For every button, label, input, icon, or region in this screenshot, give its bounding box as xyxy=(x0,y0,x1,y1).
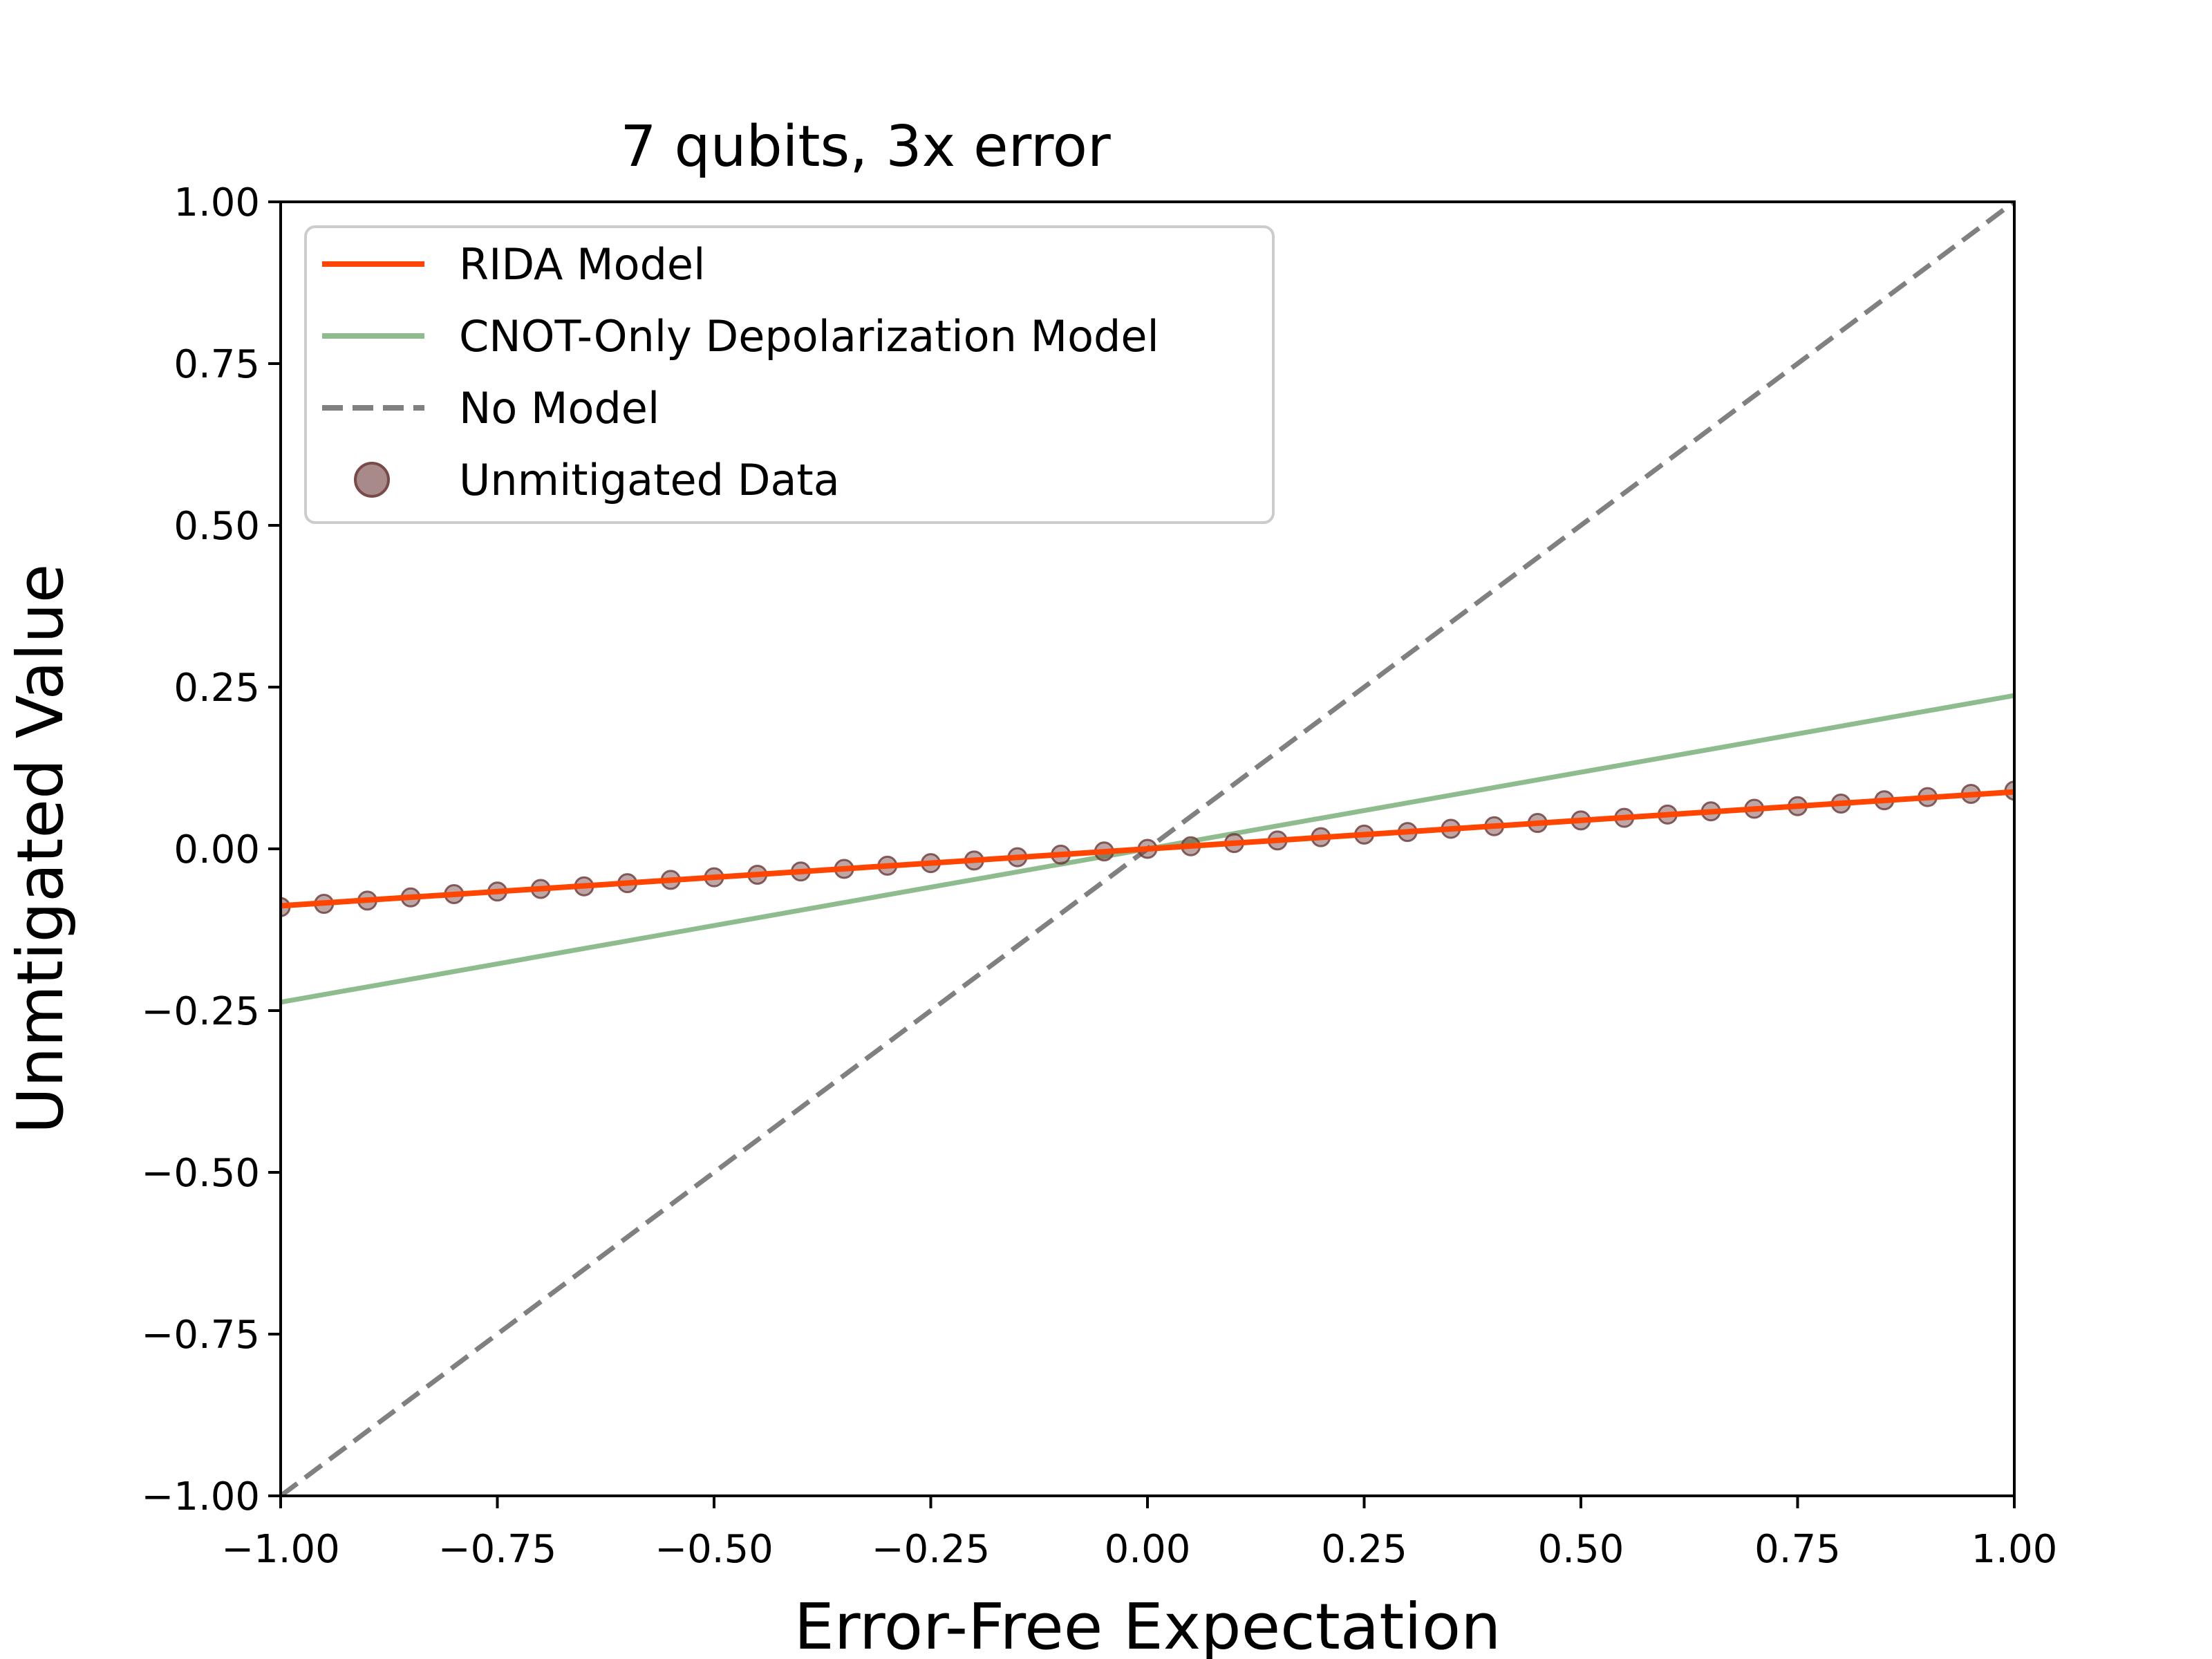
y-tick-label: −0.25 xyxy=(141,989,260,1034)
x-axis-title: Error-Free Expectation xyxy=(794,1590,1501,1659)
legend-box xyxy=(304,225,1275,524)
y-axis: −1.00 −0.75 −0.50 −0.25 0.00 0.25 0.50 0.75 1.00 xyxy=(141,180,281,1519)
x-tick-label: −0.50 xyxy=(655,1527,774,1572)
y-tick-label: 0.50 xyxy=(174,504,260,549)
legend-label-cnot: CNOT-Only Depolarization Model xyxy=(459,311,1159,362)
x-axis: −1.00 −0.75 −0.50 −0.25 0.00 0.25 0.50 0.75 1.00 xyxy=(221,1496,2057,1572)
y-tick-label: 1.00 xyxy=(174,180,260,225)
y-tick-label: −0.75 xyxy=(141,1313,260,1358)
y-tick-label: −1.00 xyxy=(141,1474,260,1519)
x-tick-label: 0.00 xyxy=(1105,1527,1191,1572)
chart-title: 7 qubits, 3x error xyxy=(620,114,1111,180)
x-tick-label: 0.50 xyxy=(1538,1527,1624,1572)
y-tick-label: 0.25 xyxy=(174,666,260,711)
series-layer xyxy=(281,202,2014,1496)
legend-label-unmitigated: Unmitigated Data xyxy=(459,455,840,505)
legend-label-rida: RIDA Model xyxy=(459,239,705,290)
y-axis-title: Unmtigated Value xyxy=(3,564,77,1134)
y-tick-label: 0.75 xyxy=(174,342,260,387)
y-tick-label: −0.50 xyxy=(141,1151,260,1196)
series-line-rida-model xyxy=(281,789,2014,909)
legend: RIDA Model CNOT-Only Depolarization Mode… xyxy=(304,225,1275,524)
x-tick-label: 0.25 xyxy=(1321,1527,1407,1572)
y-tick-label: 0.00 xyxy=(174,827,260,872)
x-tick-label: −0.75 xyxy=(438,1527,557,1572)
legend-swatch-unmitigated xyxy=(354,462,390,498)
x-tick-label: −0.25 xyxy=(872,1527,991,1572)
x-tick-label: 1.00 xyxy=(1971,1527,2058,1572)
x-tick-label: 0.75 xyxy=(1754,1527,1841,1572)
x-tick-label: −1.00 xyxy=(221,1527,340,1572)
legend-label-no-model: No Model xyxy=(459,383,659,433)
